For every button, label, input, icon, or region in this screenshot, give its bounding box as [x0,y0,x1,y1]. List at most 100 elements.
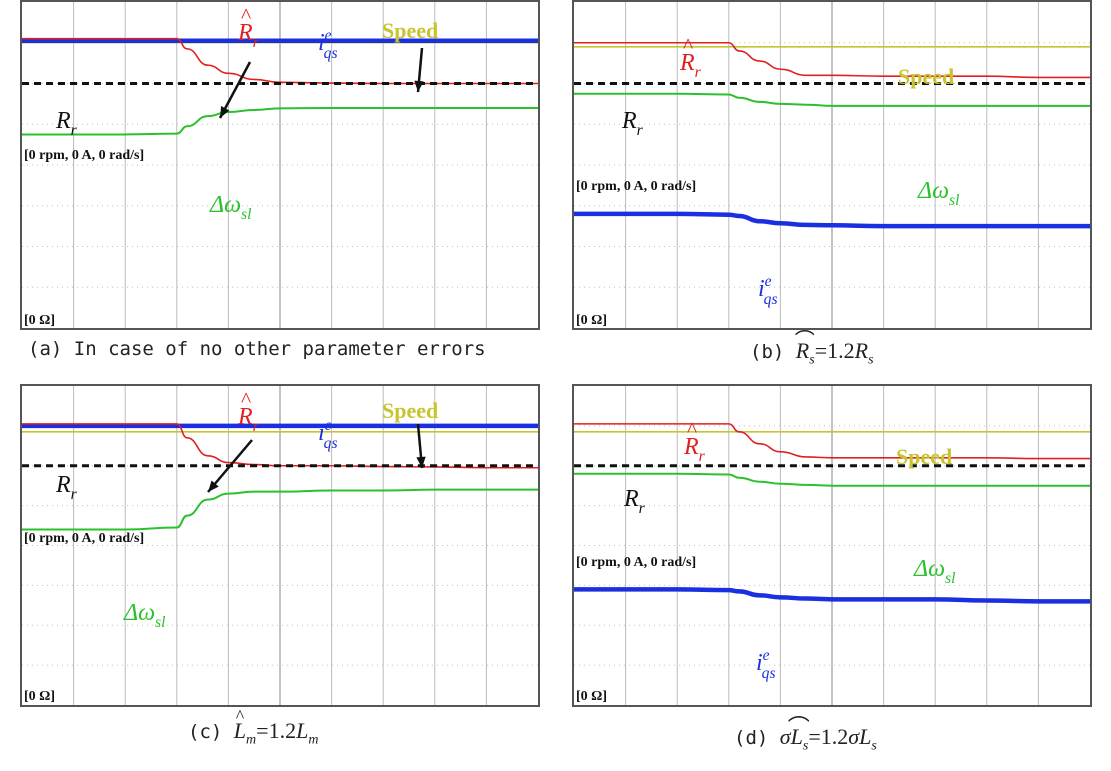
trace-label: Rr^ [237,388,260,435]
trace-label-text: Rr [679,50,702,81]
trace-label: Rr [623,486,646,517]
label-main: R [237,404,253,430]
caption-c: (c) ^ Lm =1.2Lm [188,706,318,748]
trace-label: Rr [55,108,78,139]
series-line-rhat-r [22,423,538,469]
label-main: i [318,420,325,446]
trace-label-text: [0 rpm, 0 A, 0 rad/s] [24,148,144,163]
scope-panel-b: Rr ^ Speed Rr Δωsl ie qs [0 rpm, 0 A, 0 rad/s][… [572,0,1092,330]
caption-d-rhs: σLs [848,724,877,753]
series-line-delta-omega-sl [574,92,1090,107]
annotation-arrowhead [416,456,426,468]
series-line-rhat-r [574,423,1090,460]
trace-label: Δωsl [209,192,251,223]
label-sub: qs [324,435,338,452]
label-main: i [756,650,763,676]
trace-label: [0 Ω] [24,689,55,704]
trace-label: [0 rpm, 0 A, 0 rad/s] [24,531,144,546]
label-main: [0 Ω] [576,313,607,328]
scope-panel-a: Rr ^ ie qs Speed Rr Δωsl [0 rpm, 0 A, 0 rad/s][… [20,0,540,330]
caption-c-rhs-symbol: L [296,718,309,743]
caption-b-lhs-symbol: R [795,338,810,363]
caption-c-hat: ^ [235,706,245,726]
caption-c-rhs: Lm [296,718,318,747]
label-sup: e [325,417,332,434]
label-sub: sl [949,192,959,209]
label-sub: r [253,34,260,51]
label-sub: sl [241,206,251,223]
label-main: Δω [913,556,945,582]
label-main: Speed [382,18,438,43]
trace-label-text: Speed [382,18,438,43]
trace-label: [0 rpm, 0 A, 0 rad/s] [576,179,696,194]
trace-label: Δωsl [913,556,955,587]
label-main: [0 rpm, 0 A, 0 rad/s] [576,179,696,194]
scope-plot-d: Rr^ Speed Rr Δωsl ie qs [0 rpm, 0 A, 0 rad/s] [… [572,384,1092,707]
trace-label-text: Rr [237,20,260,51]
label-main: R [55,108,71,134]
label-main: Δω [209,192,241,218]
label-sub: qs [762,665,776,682]
trace-label: Δωsl [123,600,165,631]
caption-b-lhs: ⌒ Rs [795,330,815,368]
label-sub: r [71,486,78,503]
caption-b-rhs-sub: s [868,352,874,368]
annotation-arrowhead [208,480,219,492]
trace-label-text: Rr [55,472,78,503]
label-sub: r [699,448,706,465]
trace-label: ie qs [756,647,776,682]
series-line-delta-omega-sl [574,472,1090,487]
trace-label-text: [0 Ω] [576,689,607,704]
label-sup: e [325,27,332,44]
trace-label-text: Δωsl [917,178,959,209]
caption-c-rhs-sub: m [308,732,319,748]
caption-c-eq: =1.2 [256,718,297,743]
trace-label: Rr [55,472,78,503]
series-line-delta-omega-sl [22,488,538,531]
trace-label-text: Δωsl [209,192,251,223]
caption-d-rhs-symbol: σL [848,724,872,749]
trace-label-text: [0 Ω] [576,313,607,328]
caption-a-text: In case of no other parameter errors [73,338,486,360]
caption-d-widehat: ⌒ [787,715,810,740]
caption-a: (a) In case of no other parameter errors [28,338,486,360]
label-sub: r [71,122,78,139]
trace-label-text: Speed [898,64,954,89]
annotation-arrow [207,439,253,493]
trace-label: ie qs [318,27,338,62]
trace-label: Speed [382,18,438,43]
trace-label: [0 Ω] [24,313,55,328]
label-main: Δω [123,600,155,626]
trace-label: Speed [896,444,952,469]
trace-label-text: ie qs [318,27,338,62]
trace-label: [0 rpm, 0 A, 0 rad/s] [24,148,144,163]
trace-label: Δωsl [917,178,959,209]
label-main: Δω [917,178,949,204]
scope-plot-c: Rr^ ie qs Speed Rr Δωsl [0 rpm, 0 A, 0 rad/s] [… [20,384,540,707]
label-main: Speed [382,398,438,423]
label-sub: sl [945,570,955,587]
caption-d-label: (d) [734,727,769,749]
trace-label: Speed [898,64,954,89]
trace-label-text: ie qs [318,417,338,452]
trace-label: [0 Ω] [576,689,607,704]
trace-label: Rr [621,108,644,139]
label-sub: qs [324,45,338,62]
label-main: i [758,276,765,302]
series-line-iqs-e [574,211,1090,229]
caption-b-rhs-symbol: R [854,338,869,363]
trace-label-text: Rr [237,404,260,435]
label-main: [0 rpm, 0 A, 0 rad/s] [24,148,144,163]
label-main: [0 rpm, 0 A, 0 rad/s] [576,555,696,570]
caption-d-lhs-symbol: σL [779,724,803,749]
caption-c-lhs-sub: m [246,732,257,748]
caption-a-label: (a) [28,338,63,360]
trace-label: Rr^ [683,418,706,465]
series-line-rhat-r [573,41,1090,79]
label-main: R [679,50,695,76]
label-main: [0 Ω] [24,689,55,704]
label-hat: ^ [687,418,697,442]
annotation-arrowhead [414,80,424,92]
